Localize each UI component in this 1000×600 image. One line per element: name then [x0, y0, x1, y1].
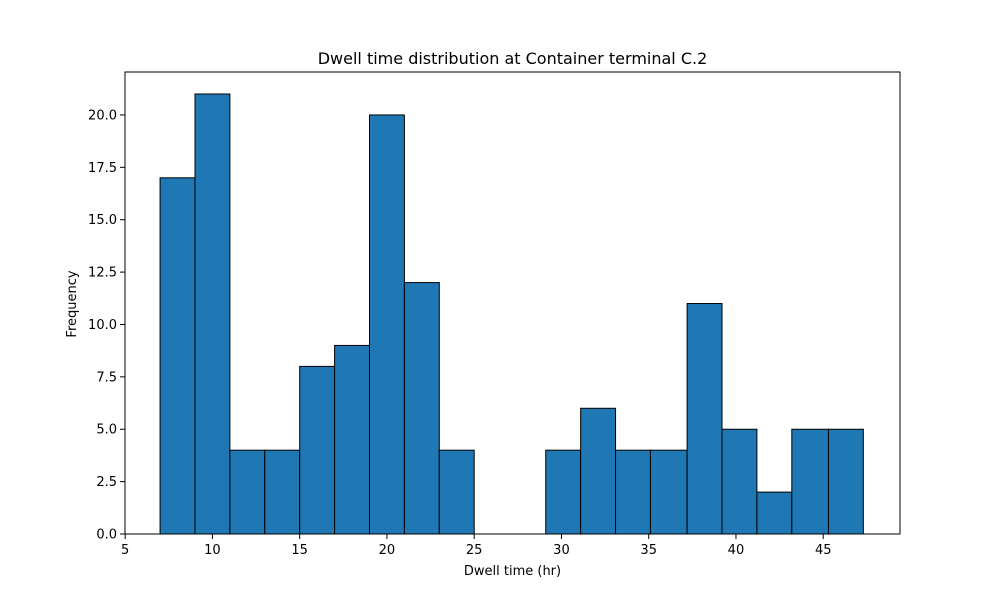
histogram-bar — [368, 114, 405, 535]
histogram-bar — [403, 282, 440, 535]
y-tick-label: 12.5 — [88, 266, 117, 281]
y-tick-label: 0.0 — [96, 528, 117, 543]
y-axis-ticks: 0.0 2.5 5.0 7.5 10.0 12.5 15.0 17.5 20.0 — [88, 108, 125, 543]
x-tick-label: 45 — [815, 543, 832, 558]
histogram-bar — [791, 428, 829, 535]
histogram-bar — [438, 449, 475, 535]
histogram-bar — [615, 449, 651, 535]
y-tick-label: 10.0 — [88, 318, 117, 333]
histogram-bar — [580, 407, 617, 535]
histogram-bar — [827, 428, 864, 535]
histogram-bar — [194, 93, 231, 535]
histogram-bar — [721, 428, 758, 535]
x-tick-label: 30 — [553, 543, 570, 558]
histogram-bar — [299, 365, 336, 535]
x-tick-label: 35 — [640, 543, 657, 558]
x-axis-label: Dwell time (hr) — [464, 564, 561, 579]
x-tick-label: 20 — [379, 543, 396, 558]
chart-title: Dwell time distribution at Container ter… — [318, 49, 708, 68]
histogram-bar — [686, 303, 723, 535]
y-axis-label: Frequency — [65, 270, 80, 337]
y-tick-label: 2.5 — [96, 475, 117, 490]
y-tick-label: 17.5 — [88, 161, 117, 176]
x-tick-label: 40 — [728, 543, 745, 558]
x-tick-label: 10 — [204, 543, 221, 558]
x-tick-label: 15 — [291, 543, 308, 558]
y-tick-label: 5.0 — [96, 423, 117, 438]
plot-area-frame — [124, 71, 901, 535]
histogram-bar — [334, 344, 370, 535]
x-axis-ticks: 5 10 15 20 25 30 35 40 45 — [121, 534, 831, 558]
histogram-bar — [264, 449, 301, 535]
histogram-bar — [649, 449, 688, 535]
histogram-bar — [756, 491, 793, 535]
y-tick-label: 20.0 — [88, 108, 117, 123]
histogram-bar — [229, 449, 266, 535]
x-tick-label: 5 — [121, 543, 129, 558]
y-tick-label: 15.0 — [88, 213, 117, 228]
histogram-bar — [545, 449, 582, 535]
y-tick-label: 7.5 — [96, 370, 117, 385]
bars-group — [159, 93, 864, 535]
histogram-bar — [159, 177, 196, 535]
x-tick-label: 25 — [466, 543, 483, 558]
